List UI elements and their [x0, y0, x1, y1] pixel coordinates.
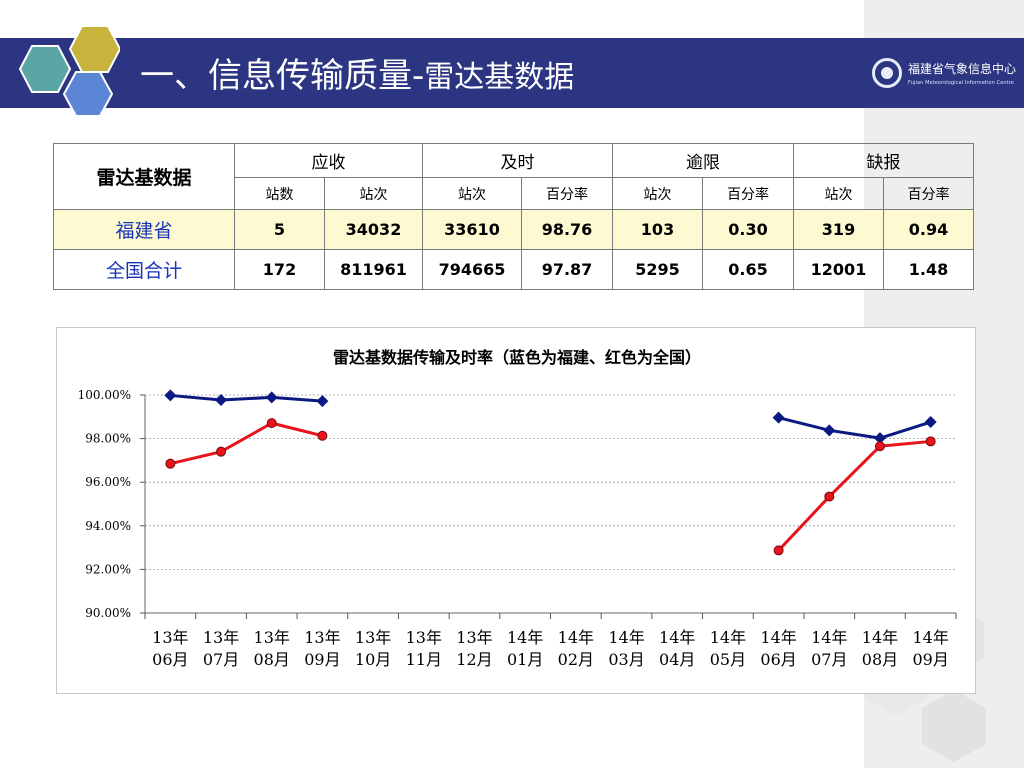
- line-chart: 雷达基数据传输及时率（蓝色为福建、红色为全国） 100.00% 98.00% 96.…: [56, 327, 976, 694]
- subheader-cell: 百分率: [702, 177, 794, 210]
- table-row-fujian: 福建省 5 34032 33610 98.76 103 0.30 319 0.9…: [53, 209, 974, 250]
- x-tick-label: 13年 07月: [203, 628, 239, 669]
- table-cell: 5: [234, 209, 325, 250]
- subheader-cell: 站次: [422, 177, 522, 210]
- subheader-cell: 站次: [324, 177, 423, 210]
- table-cell: 97.87: [521, 249, 613, 290]
- chart-plot: 100.00% 98.00% 96.00% 94.00% 92.00% 90.00% 13年…: [78, 388, 957, 669]
- table-row-national: 全国合计 172 811961 794665 97.87 5295 0.65 1…: [53, 249, 974, 290]
- table-cell: 33610: [422, 209, 522, 250]
- series-0-line: [170, 393, 323, 403]
- series-1-point: [216, 446, 227, 457]
- x-tick-label: 14年 03月: [608, 628, 644, 669]
- series-1-line: [169, 421, 323, 466]
- series-0-point: [265, 391, 278, 404]
- table-cell: 811961: [324, 249, 423, 290]
- org-name-english: Fujian Meteorological Information Centre: [908, 80, 1014, 86]
- group-header-timely: 及时: [422, 143, 613, 178]
- series-1-point: [165, 458, 176, 469]
- x-tick-label: 13年 06月: [152, 628, 188, 669]
- subheader-cell: 站数: [234, 177, 325, 210]
- table-cell: 12001: [793, 249, 884, 290]
- hexagon-logo-icon: [18, 25, 120, 117]
- y-tick-label: 100.00%: [78, 388, 131, 402]
- chart-title: 雷达基数据传输及时率（蓝色为福建、红色为全国）: [332, 348, 701, 367]
- x-tick-label: 14年 01月: [507, 628, 543, 669]
- group-header-overdue: 逾限: [612, 143, 794, 178]
- series-1-point: [874, 441, 885, 452]
- table-cell: 103: [612, 209, 703, 250]
- x-tick-label: 14年 09月: [912, 628, 948, 669]
- table-subheader-row: 站数 站次 站次 百分率 站次 百分率 站次 百分率: [54, 177, 974, 210]
- series-0-point: [924, 416, 937, 429]
- series-0-point: [823, 424, 836, 437]
- x-tick-label: 13年 09月: [304, 628, 340, 669]
- series-1-point: [317, 430, 328, 441]
- series-1-point: [773, 545, 784, 556]
- org-logo: 福建省气象信息中心 Fujian Meteorological Informat…: [864, 38, 1024, 108]
- x-tick-label: 14年 06月: [760, 628, 796, 669]
- page-title-main: 一、信息传输质量-: [140, 56, 425, 96]
- y-tick-label: 90.00%: [85, 606, 131, 620]
- series-1-point: [266, 418, 277, 429]
- group-header-missing: 缺报: [793, 143, 974, 178]
- series-0-point: [164, 389, 177, 402]
- table-cell: 98.76: [521, 209, 613, 250]
- table-cell: 794665: [422, 249, 522, 290]
- x-tick-label: 14年 04月: [659, 628, 695, 669]
- table-cell: 0.65: [702, 249, 794, 290]
- y-tick-label: 92.00%: [85, 562, 131, 576]
- series-1-line: [777, 439, 931, 552]
- decor-hexagon: [922, 690, 986, 762]
- subheader-cell: 百分率: [521, 177, 613, 210]
- series-0-point: [316, 395, 329, 408]
- series-0-point: [873, 432, 886, 445]
- table-corner-header: 雷达基数据: [53, 143, 235, 210]
- y-tick-label: 98.00%: [85, 432, 131, 446]
- series-1-point: [824, 491, 835, 502]
- y-tick-label: 96.00%: [85, 475, 131, 489]
- table-cell: 34032: [324, 209, 423, 250]
- org-emblem-icon: [872, 58, 902, 88]
- x-tick-label: 13年 08月: [254, 628, 290, 669]
- subheader-cell: 站次: [793, 177, 884, 210]
- table-cell: 5295: [612, 249, 703, 290]
- series-1-point: [925, 436, 936, 447]
- x-tick-label: 13年 11月: [406, 628, 442, 669]
- series-0-line: [778, 416, 932, 440]
- x-tick-label: 14年 02月: [558, 628, 594, 669]
- series-0-point: [215, 394, 228, 407]
- x-tick-label: 14年 07月: [811, 628, 847, 669]
- table-cell: 0.30: [702, 209, 794, 250]
- table-cell: 1.48: [883, 249, 974, 290]
- page-title-sub: 雷达基数据: [424, 60, 575, 95]
- org-name: 福建省气象信息中心: [908, 62, 1017, 76]
- stats-table: 雷达基数据 应收 及时 逾限 缺报 站数 站次 站次 百分率 站次 百分率 站次…: [53, 143, 974, 290]
- x-tick-label: 13年 12月: [456, 628, 492, 669]
- page-title: 一、信息传输质量-雷达基数据: [140, 52, 574, 100]
- x-tick-label: 13年 10月: [355, 628, 391, 669]
- subheader-cell: 站次: [612, 177, 703, 210]
- subheader-cell: 百分率: [883, 177, 974, 210]
- x-tick-label: 14年 08月: [862, 628, 898, 669]
- table-cell: 0.94: [883, 209, 974, 250]
- row-label: 全国合计: [53, 249, 235, 290]
- table-cell: 172: [234, 249, 325, 290]
- y-tick-label: 94.00%: [85, 519, 131, 533]
- row-label: 福建省: [53, 209, 235, 250]
- series-0-point: [772, 411, 785, 424]
- x-tick-label: 14年 05月: [710, 628, 746, 669]
- title-bar: [0, 38, 864, 108]
- table-header-row: 雷达基数据 应收 及时 逾限 缺报: [53, 143, 974, 210]
- group-header-received: 应收: [234, 143, 423, 178]
- table-cell: 319: [793, 209, 884, 250]
